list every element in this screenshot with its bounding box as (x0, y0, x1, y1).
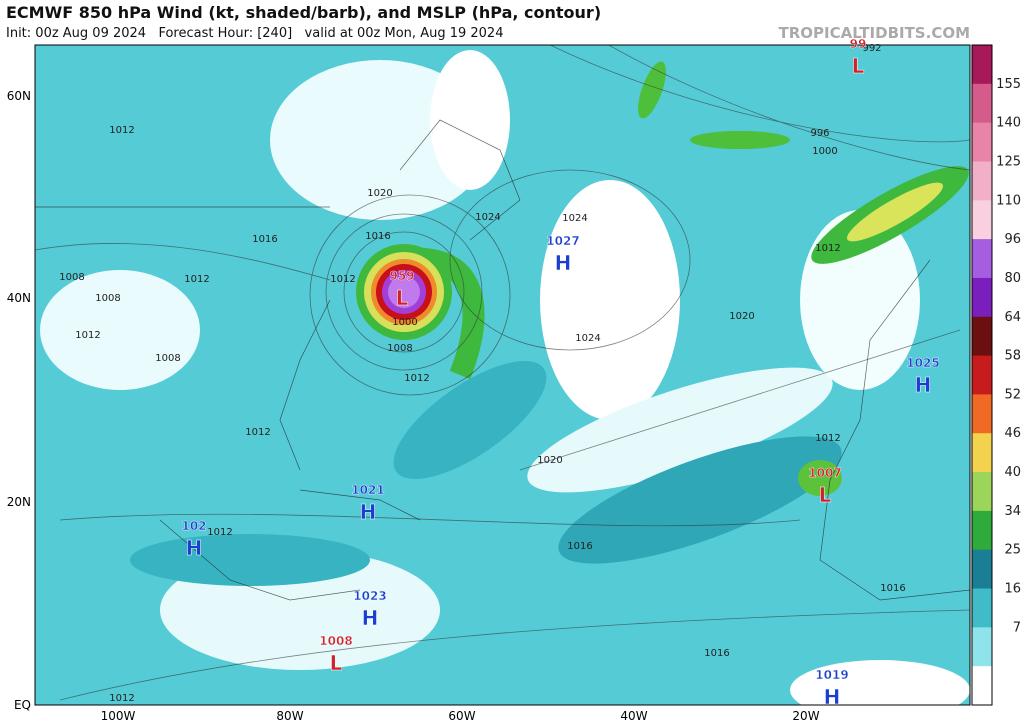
center-letter: L (396, 286, 409, 310)
center-value: 959 (389, 269, 414, 283)
lat-label: 20N (7, 495, 31, 509)
map-subtitle: Init: 00z Aug 09 2024 Forecast Hour: [24… (6, 26, 504, 41)
contour-label: 1008 (387, 343, 412, 354)
contour-label: 1012 (404, 373, 429, 384)
colorbar-band (972, 316, 992, 357)
lat-label: 60N (7, 89, 31, 103)
colorbar-band (972, 510, 992, 551)
contour-label: 1020 (367, 188, 392, 199)
colorbar-band (972, 239, 992, 279)
contour-label: 1012 (815, 433, 840, 444)
center-value: 1023 (353, 589, 386, 603)
colorbar-label: 96 (1004, 232, 1021, 247)
colorbar-label: 34 (1004, 504, 1021, 519)
colorbar-label: 40 (1004, 465, 1021, 480)
colorbar-band (972, 433, 992, 473)
colorbar-band (972, 627, 992, 667)
colorbar-label: 52 (1004, 387, 1021, 402)
center-value: 1019 (815, 668, 848, 682)
contour-label: 1012 (815, 243, 840, 254)
contour-label: 1008 (95, 293, 120, 304)
colorbar-band (972, 588, 992, 628)
center-letter: L (819, 483, 832, 507)
colorbar-label: 58 (1004, 349, 1021, 364)
contour-label: 992 (862, 43, 881, 54)
contour-label: 1012 (330, 274, 355, 285)
center-value: 1008 (319, 634, 352, 648)
contour-label: 1012 (245, 427, 270, 438)
colorbar-label: 140 (996, 116, 1021, 131)
contour-label: 1012 (184, 274, 209, 285)
colorbar-band (972, 277, 992, 318)
lon-label: 100W (101, 709, 136, 723)
center-letter: L (852, 54, 865, 78)
contour-label: 1020 (729, 311, 754, 322)
contour-label: 1016 (567, 541, 592, 552)
lon-label: 80W (276, 709, 303, 723)
colorbar-band (972, 45, 992, 85)
lon-label: 40W (620, 709, 647, 723)
center-letter: H (555, 251, 572, 275)
contour-label: 1000 (392, 317, 417, 328)
lon-label: 60W (448, 709, 475, 723)
colorbar-band (972, 666, 992, 706)
watermark: TROPICALTIDBITS.COM (778, 24, 971, 42)
colorbar-label: 64 (1004, 310, 1021, 325)
center-letter: H (360, 500, 377, 524)
center-letter: L (330, 651, 343, 675)
center-value: 99 (850, 37, 867, 51)
colorbar-label: 125 (996, 154, 1021, 169)
center-letter: H (362, 606, 379, 630)
contour-label: 1012 (109, 693, 134, 704)
colorbar-band (972, 472, 992, 512)
contour-label: 1016 (880, 583, 905, 594)
contour-label: 1008 (59, 272, 84, 283)
colorbar-band (972, 200, 992, 240)
center-value: 1025 (906, 356, 939, 370)
center-value: 1007 (808, 466, 841, 480)
contour-label: 1012 (109, 125, 134, 136)
contour-label: 1016 (365, 231, 390, 242)
center-value: 102 (181, 519, 206, 533)
colorbar-band (972, 161, 992, 201)
contour-label: 1020 (537, 455, 562, 466)
contour-label: 1000 (812, 146, 837, 157)
lat-label: EQ (14, 698, 31, 712)
map-field (35, 45, 970, 705)
colorbar-label: 16 (1004, 582, 1021, 597)
center-letter: H (824, 685, 841, 709)
contour-label: 1024 (562, 213, 587, 224)
colorbar-label: 155 (996, 77, 1021, 92)
center-value: 1027 (546, 234, 579, 248)
center-letter: H (186, 536, 203, 560)
lon-label: 20W (792, 709, 819, 723)
contour-label: 1016 (252, 234, 277, 245)
colorbar-label: 25 (1004, 543, 1021, 558)
contour-label: 1016 (704, 648, 729, 659)
contour-label: 1008 (155, 353, 180, 364)
lat-label: 40N (7, 291, 31, 305)
contour-label: 1012 (207, 527, 232, 538)
colorbar-frame (971, 44, 993, 706)
colorbar-label: 46 (1004, 426, 1021, 441)
contour-label: 1012 (75, 330, 100, 341)
contour-label: 1024 (475, 212, 500, 223)
colorbar-band (972, 122, 992, 162)
colorbar-band (972, 355, 992, 395)
map-title: ECMWF 850 hPa Wind (kt, shaded/barb), an… (6, 3, 602, 22)
contour-label: 996 (810, 128, 829, 139)
center-value: 1021 (351, 483, 384, 497)
colorbar-band (972, 394, 992, 434)
colorbar-label: 7 (1013, 620, 1021, 635)
colorbar-band (972, 83, 992, 124)
colorbar-band (972, 549, 992, 590)
contour-label: 1024 (575, 333, 600, 344)
colorbar-label: 80 (1004, 271, 1021, 286)
colorbar-label: 110 (996, 193, 1021, 208)
center-letter: H (915, 373, 932, 397)
